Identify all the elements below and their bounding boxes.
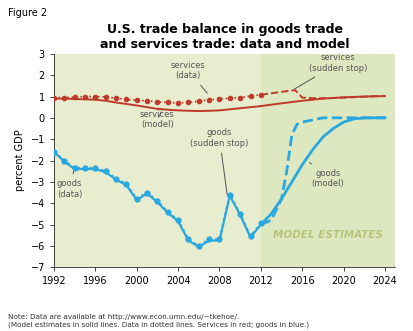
Text: MODEL ESTIMATES: MODEL ESTIMATES (273, 230, 383, 240)
Text: Note: Data are available at http://www.econ.umn.edu/~tkehoe/.
(Model estimates i: Note: Data are available at http://www.e… (8, 314, 309, 328)
Text: services
(model): services (model) (140, 110, 175, 129)
Y-axis label: percent GDP: percent GDP (15, 130, 25, 191)
Text: services
(data): services (data) (171, 61, 207, 93)
Bar (54, 54, 261, 267)
Title: U.S. trade balance in goods trade
and services trade: data and model: U.S. trade balance in goods trade and se… (100, 23, 349, 51)
Text: goods
(sudden stop): goods (sudden stop) (190, 128, 249, 196)
Text: goods
(model): goods (model) (309, 162, 344, 188)
Text: goods
(data): goods (data) (57, 169, 82, 199)
Text: Figure 2: Figure 2 (8, 8, 47, 18)
Text: services
(sudden stop): services (sudden stop) (294, 54, 368, 89)
Bar (261, 54, 395, 267)
